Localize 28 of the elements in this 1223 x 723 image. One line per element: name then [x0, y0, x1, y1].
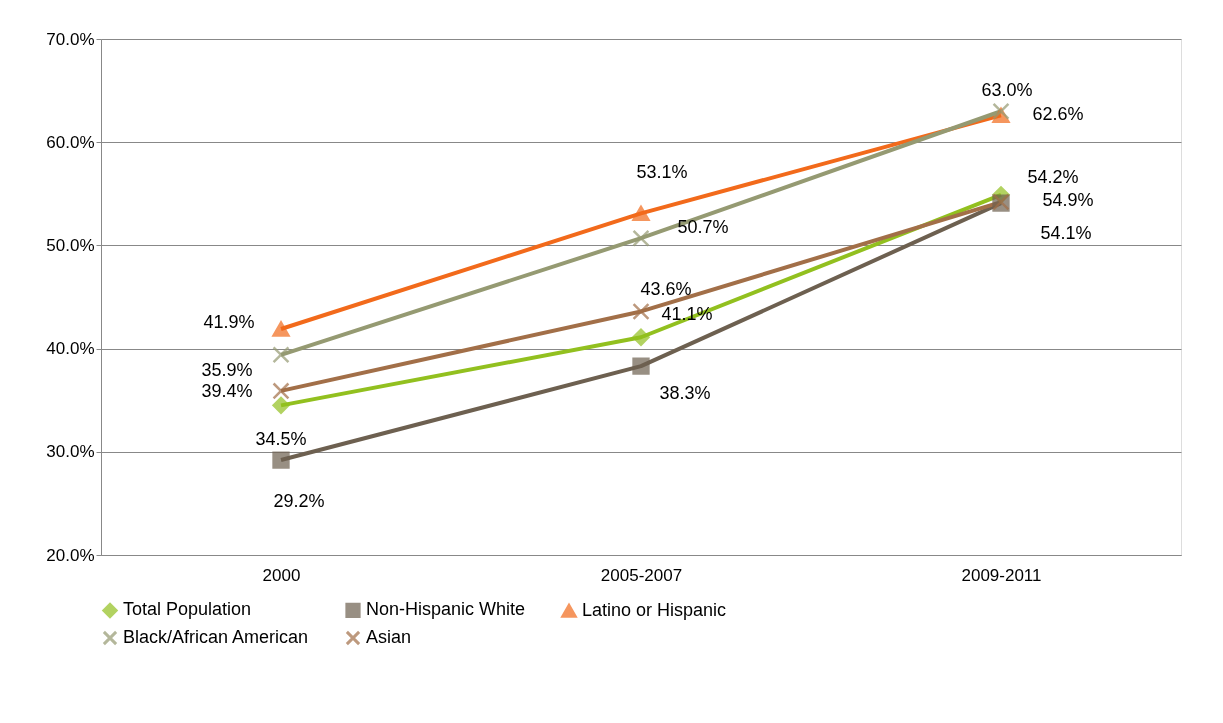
data-label: 41.9%: [203, 311, 255, 332]
legend-label: Black/African American: [123, 627, 309, 647]
y-tick-label: 50.0%: [46, 235, 95, 255]
data-label: 50.7%: [677, 217, 729, 238]
data-label: 54.2%: [1027, 167, 1079, 188]
y-tick-label: 70.0%: [46, 29, 95, 49]
data-label: 54.9%: [1042, 189, 1094, 210]
data-label: 29.2%: [273, 491, 325, 512]
data-label: 62.6%: [1032, 104, 1084, 125]
data-label: 63.0%: [981, 80, 1033, 101]
data-label: 54.1%: [1040, 223, 1092, 244]
x-tick-label: 2000: [262, 565, 301, 585]
data-label: 43.6%: [640, 279, 692, 300]
x-tick-label: 2009-2011: [961, 565, 1042, 585]
legend-label: Asian: [366, 627, 412, 647]
data-label: 34.5%: [255, 429, 307, 450]
y-tick-label: 20.0%: [46, 545, 95, 565]
legend-label: Latino or Hispanic: [582, 599, 727, 620]
y-tick-label: 30.0%: [46, 442, 95, 462]
data-label: 35.9%: [201, 359, 253, 380]
x-tick-label: 2005-2007: [600, 565, 683, 585]
data-label: 38.3%: [659, 383, 711, 404]
y-tick-label: 40.0%: [46, 339, 95, 359]
legend-label: Total Population: [123, 599, 252, 620]
data-label: 53.1%: [636, 162, 688, 183]
legend-label: Non-Hispanic White: [366, 599, 526, 620]
y-tick-label: 60.0%: [46, 132, 95, 152]
data-label: 39.4%: [201, 380, 253, 401]
